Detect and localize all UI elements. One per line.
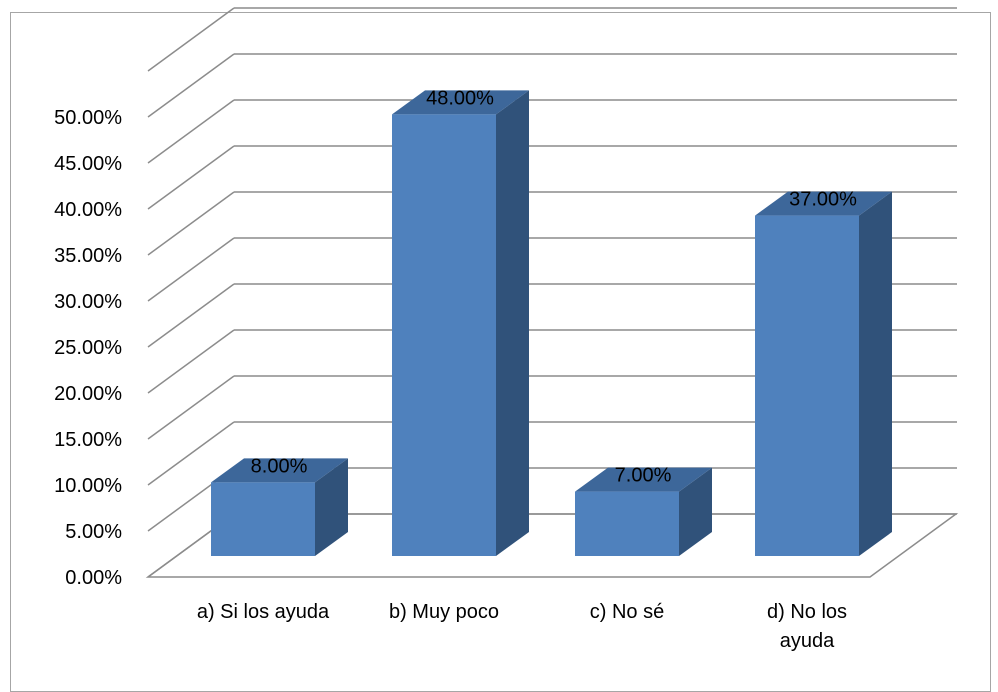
gridline-diagonal [147, 53, 235, 118]
gridline-diagonal [147, 375, 235, 440]
y-tick-label: 15.00% [54, 429, 122, 451]
y-tick-label: 45.00% [54, 153, 122, 175]
gridline-diagonal [147, 145, 235, 210]
y-tick-label: 5.00% [65, 521, 122, 543]
gridline-diagonal [147, 7, 235, 72]
bar-top [211, 458, 348, 483]
bar-top [575, 467, 712, 492]
bar-side [496, 90, 529, 557]
bar [392, 114, 496, 557]
y-tick-label: 40.00% [54, 199, 122, 221]
y-tick-label: 50.00% [54, 107, 122, 129]
bar-side [859, 191, 892, 556]
bar [575, 491, 679, 556]
bar-side [679, 467, 712, 556]
category-label: d) No los [767, 601, 847, 623]
gridline-diagonal [147, 99, 235, 164]
bar-top [755, 191, 892, 216]
bar-top [392, 90, 529, 115]
gridline-diagonal [147, 421, 235, 486]
category-label: b) Muy poco [389, 601, 499, 623]
category-label: a) Si los ayuda [197, 601, 330, 623]
bar [211, 482, 315, 556]
data-label: 48.00% [426, 87, 494, 109]
y-tick-label: 35.00% [54, 245, 122, 267]
gridline-diagonal [147, 329, 235, 394]
y-tick-label: 10.00% [54, 475, 122, 497]
chart-floor [145, 513, 959, 578]
y-tick-label: 25.00% [54, 337, 122, 359]
bar-side [315, 458, 348, 556]
gridline-diagonal [147, 283, 235, 348]
category-label: c) No sé [590, 601, 664, 623]
y-tick-label: 20.00% [54, 383, 122, 405]
gridline-diagonal [147, 191, 235, 256]
y-tick-label: 30.00% [54, 291, 122, 313]
category-label: ayuda [780, 630, 835, 652]
bar [755, 215, 859, 556]
bar-chart: 0.00% 5.00% 10.00% 15.00% 20.00% 25.00% 30.00%… [54, 7, 959, 652]
gridline-diagonal [147, 237, 235, 302]
data-label: 37.00% [789, 189, 857, 211]
data-label: 7.00% [615, 465, 672, 487]
y-tick-label: 0.00% [65, 567, 122, 589]
data-label: 8.00% [251, 455, 308, 477]
